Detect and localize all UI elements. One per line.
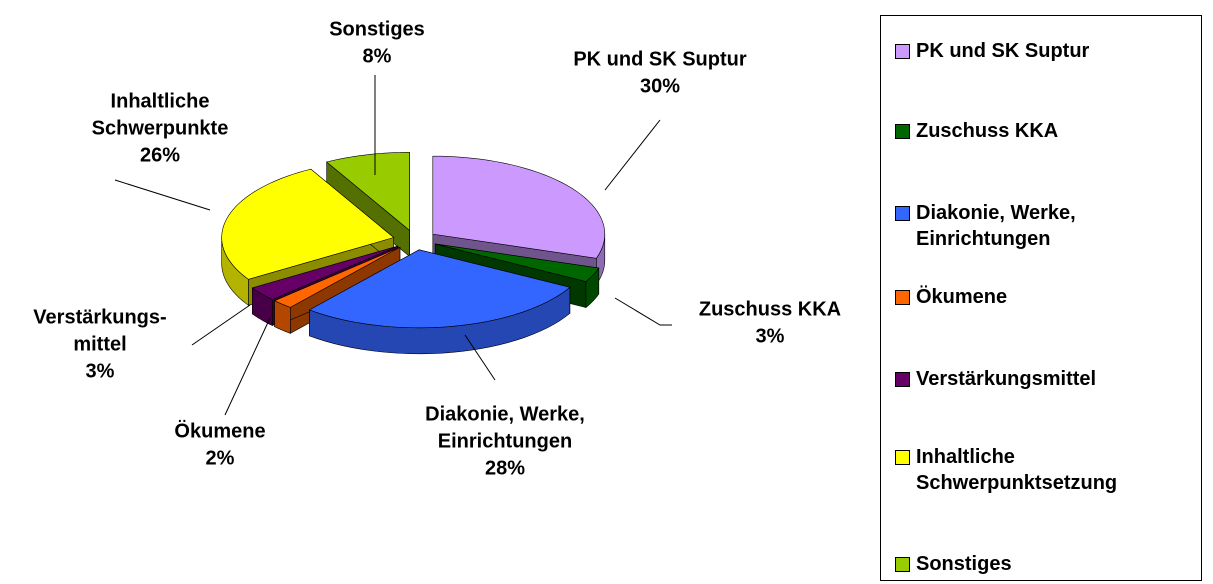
- data-label: Inhaltliche: [111, 90, 210, 112]
- legend-swatch: [895, 450, 910, 465]
- slice: [432, 155, 606, 259]
- legend-swatch: [895, 206, 910, 221]
- data-label-value: 8%: [363, 45, 392, 67]
- legend-item: Inhaltliche Schwerpunktsetzung: [895, 444, 1178, 496]
- legend-item: Zuschuss KKA: [895, 118, 1178, 144]
- legend-label: Verstärkungsmittel: [916, 368, 1097, 390]
- leader-line: [464, 334, 496, 381]
- slice: [251, 245, 398, 300]
- legend-label: Diakonie, Werke, Einrichtungen: [916, 202, 1076, 250]
- slice: [273, 246, 401, 308]
- slice: [326, 152, 410, 231]
- leader-line: [614, 297, 672, 326]
- legend-label: Inhaltliche Schwerpunktsetzung: [916, 446, 1118, 494]
- slice: [435, 243, 600, 282]
- legend-swatch: [895, 290, 910, 305]
- data-label: Ökumene: [174, 419, 265, 442]
- legend-label: Ökumene: [916, 286, 1008, 308]
- data-label: Einrichtungen: [438, 430, 572, 452]
- leader-line: [224, 317, 271, 416]
- slice: [308, 249, 571, 329]
- data-label: PK und SK Suptur: [573, 48, 747, 70]
- data-label: Zuschuss KKA: [699, 298, 841, 320]
- legend-label: Zuschuss KKA: [916, 120, 1059, 142]
- legend-item: Diakonie, Werke, Einrichtungen: [895, 200, 1178, 252]
- legend: PK und SK Suptur Zuschuss KKA Diakonie, We…: [880, 15, 1202, 581]
- data-label: Verstärkungs-: [33, 306, 166, 328]
- data-label: Schwerpunkte: [92, 117, 229, 139]
- data-label: Sonstiges: [329, 18, 425, 40]
- data-label-value: 3%: [86, 360, 115, 382]
- legend-item: PK und SK Suptur: [895, 38, 1178, 64]
- data-label-value: 2%: [206, 447, 235, 469]
- leader-line: [191, 304, 251, 346]
- legend-label: PK und SK Suptur: [916, 40, 1090, 62]
- legend-swatch: [895, 557, 910, 572]
- slice: [221, 168, 395, 280]
- legend-item: Ökumene: [895, 284, 1178, 310]
- legend-item: Verstärkungsmittel: [895, 366, 1178, 392]
- data-label-value: 28%: [485, 457, 525, 479]
- legend-swatch: [895, 372, 910, 387]
- legend-item: Sonstiges: [895, 551, 1178, 577]
- chart: PK und SK Suptur 30% Zuschuss KKA 3% Diakoni…: [33, 18, 841, 479]
- data-label: Diakonie, Werke,: [425, 403, 585, 425]
- legend-swatch: [895, 44, 910, 59]
- data-label-value: 26%: [140, 144, 180, 166]
- legend-swatch: [895, 124, 910, 139]
- data-label-value: 3%: [756, 325, 785, 347]
- data-label: mittel: [73, 333, 126, 355]
- leader-line: [604, 119, 661, 191]
- legend-label: Sonstiges: [916, 553, 1012, 575]
- data-label-value: 30%: [640, 75, 680, 97]
- leader-line: [114, 179, 211, 211]
